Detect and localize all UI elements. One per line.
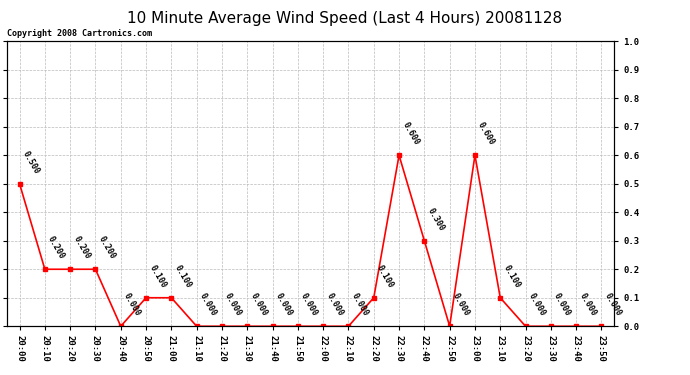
Text: 0.000: 0.000 [299, 291, 319, 318]
Text: Copyright 2008 Cartronics.com: Copyright 2008 Cartronics.com [7, 29, 152, 38]
Text: 0.500: 0.500 [21, 149, 41, 175]
Text: 0.000: 0.000 [578, 291, 598, 318]
Text: 0.000: 0.000 [274, 291, 294, 318]
Text: 0.000: 0.000 [350, 291, 370, 318]
Text: 0.000: 0.000 [603, 291, 623, 318]
Text: 0.000: 0.000 [122, 291, 142, 318]
Text: 0.100: 0.100 [172, 263, 193, 289]
Text: 0.000: 0.000 [451, 291, 471, 318]
Text: 0.200: 0.200 [72, 234, 92, 261]
Text: 0.000: 0.000 [224, 291, 244, 318]
Text: 0.600: 0.600 [476, 120, 497, 147]
Text: 0.100: 0.100 [502, 263, 522, 289]
Text: 0.100: 0.100 [375, 263, 395, 289]
Text: 10 Minute Average Wind Speed (Last 4 Hours) 20081128: 10 Minute Average Wind Speed (Last 4 Hou… [128, 11, 562, 26]
Text: 0.100: 0.100 [148, 263, 168, 289]
Text: 0.000: 0.000 [248, 291, 269, 318]
Text: 0.000: 0.000 [324, 291, 345, 318]
Text: 0.600: 0.600 [400, 120, 421, 147]
Text: 0.000: 0.000 [552, 291, 573, 318]
Text: 0.300: 0.300 [426, 206, 446, 232]
Text: 0.000: 0.000 [198, 291, 218, 318]
Text: 0.000: 0.000 [527, 291, 547, 318]
Text: 0.200: 0.200 [97, 234, 117, 261]
Text: 0.200: 0.200 [46, 234, 66, 261]
